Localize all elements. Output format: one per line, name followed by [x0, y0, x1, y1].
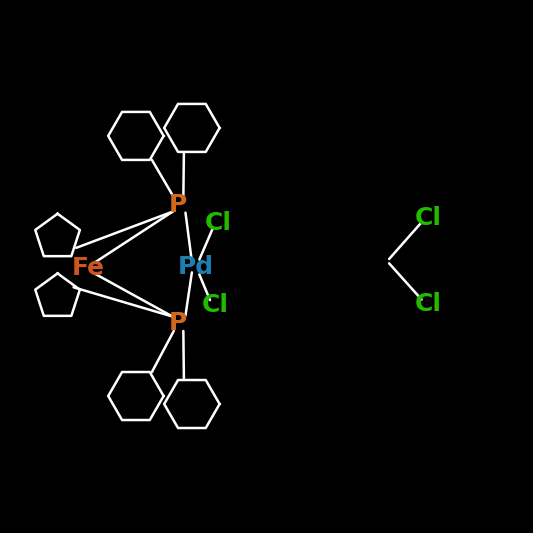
Text: Cl: Cl [205, 211, 231, 236]
Text: Cl: Cl [202, 293, 229, 318]
Text: P: P [169, 193, 187, 217]
Text: P: P [169, 311, 187, 335]
Text: Cl: Cl [415, 206, 441, 230]
Text: Pd: Pd [178, 255, 214, 279]
Text: Cl: Cl [415, 292, 441, 316]
Text: Fe: Fe [71, 256, 104, 280]
